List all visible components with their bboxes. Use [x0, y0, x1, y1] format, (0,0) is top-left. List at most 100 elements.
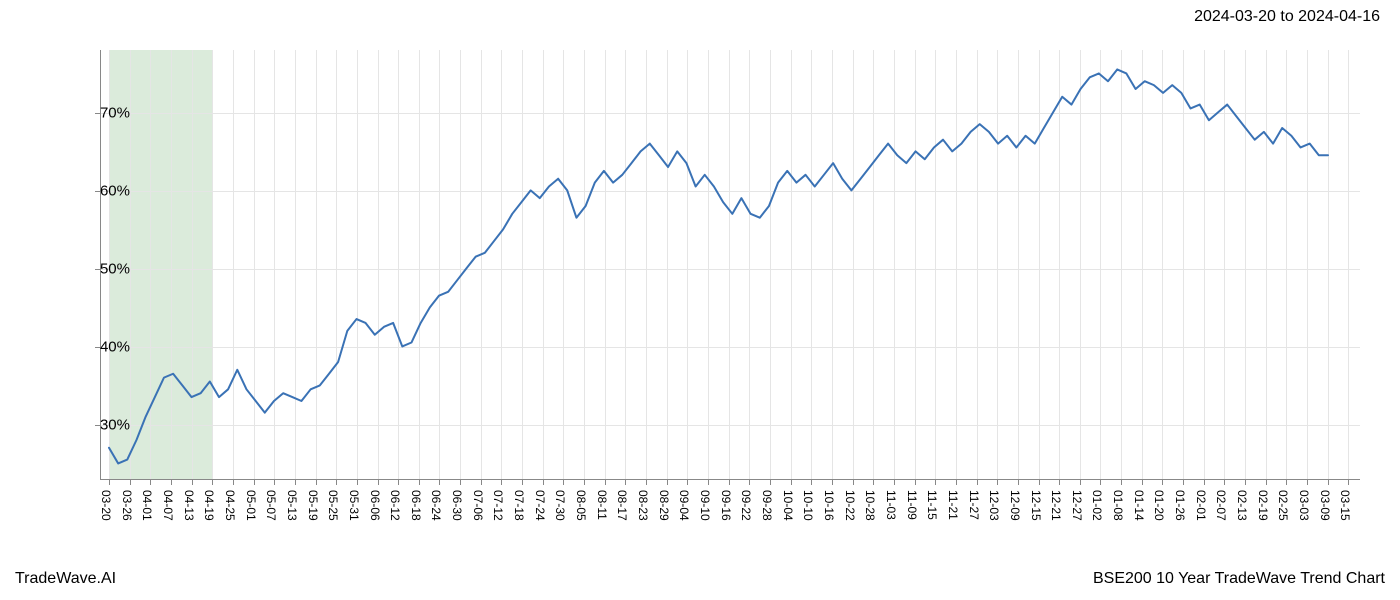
x-tick	[1348, 479, 1349, 485]
x-axis-label: 03-03	[1297, 490, 1311, 521]
x-axis-label: 04-07	[161, 490, 175, 521]
x-axis-label: 11-03	[884, 490, 898, 520]
x-axis-label: 03-26	[120, 490, 134, 521]
x-tick	[501, 479, 502, 485]
x-axis-label: 01-14	[1132, 490, 1146, 521]
x-axis-label: 05-01	[244, 490, 258, 521]
x-tick	[378, 479, 379, 485]
x-axis-label: 12-03	[987, 490, 1001, 521]
x-tick	[1224, 479, 1225, 485]
x-axis-label: 07-12	[491, 490, 505, 521]
x-axis-label: 08-05	[574, 490, 588, 521]
x-axis-label: 05-13	[285, 490, 299, 521]
x-axis-label: 09-22	[739, 490, 753, 521]
x-axis-label: 06-12	[388, 490, 402, 521]
brand-label: TradeWave.AI	[15, 570, 116, 588]
x-tick	[254, 479, 255, 485]
x-axis-label: 07-30	[553, 490, 567, 521]
x-tick	[894, 479, 895, 485]
x-tick	[667, 479, 668, 485]
x-tick	[646, 479, 647, 485]
x-axis-label: 02-25	[1276, 490, 1290, 521]
x-tick	[915, 479, 916, 485]
y-axis-label: 30%	[80, 417, 130, 434]
x-axis-label: 12-27	[1070, 490, 1084, 521]
trend-chart: 03-2003-2604-0104-0704-1304-1904-2505-01…	[100, 50, 1360, 480]
x-tick	[439, 479, 440, 485]
x-tick	[1121, 479, 1122, 485]
y-axis-label: 60%	[80, 182, 130, 199]
x-tick	[295, 479, 296, 485]
x-axis-label: 06-24	[429, 490, 443, 521]
x-axis-label: 07-24	[533, 490, 547, 521]
x-axis-label: 01-08	[1111, 490, 1125, 521]
x-tick	[563, 479, 564, 485]
x-axis-label: 05-07	[264, 490, 278, 521]
x-axis-label: 02-19	[1256, 490, 1270, 521]
x-tick	[1266, 479, 1267, 485]
x-tick	[770, 479, 771, 485]
x-axis-label: 04-13	[182, 490, 196, 521]
y-axis-label: 70%	[80, 104, 130, 121]
x-tick	[935, 479, 936, 485]
x-axis-label: 09-28	[760, 490, 774, 521]
x-tick	[687, 479, 688, 485]
x-tick	[1018, 479, 1019, 485]
chart-title: BSE200 10 Year TradeWave Trend Chart	[1093, 570, 1385, 588]
x-axis-label: 05-19	[306, 490, 320, 521]
x-tick	[336, 479, 337, 485]
x-axis-label: 10-22	[843, 490, 857, 521]
x-tick	[460, 479, 461, 485]
x-tick	[419, 479, 420, 485]
x-tick	[192, 479, 193, 485]
x-axis-label: 10-04	[781, 490, 795, 521]
x-axis-label: 09-16	[719, 490, 733, 521]
x-axis-label: 11-27	[967, 490, 981, 520]
x-axis-label: 08-11	[595, 490, 609, 520]
x-tick	[1245, 479, 1246, 485]
x-tick	[605, 479, 606, 485]
x-tick	[1183, 479, 1184, 485]
x-axis-label: 04-25	[223, 490, 237, 521]
x-tick	[212, 479, 213, 485]
x-axis-label: 02-01	[1194, 490, 1208, 521]
y-axis-label: 40%	[80, 339, 130, 356]
x-tick	[1204, 479, 1205, 485]
x-tick	[316, 479, 317, 485]
x-axis-label: 12-15	[1029, 490, 1043, 521]
x-axis-label: 10-10	[801, 490, 815, 521]
x-axis-label: 03-15	[1338, 490, 1352, 521]
x-tick	[1162, 479, 1163, 485]
x-tick	[1328, 479, 1329, 485]
x-axis-label: 11-15	[925, 490, 939, 520]
x-tick	[584, 479, 585, 485]
x-tick	[109, 479, 110, 485]
x-tick	[274, 479, 275, 485]
x-tick	[130, 479, 131, 485]
x-axis-label: 06-06	[368, 490, 382, 521]
x-axis-label: 08-23	[636, 490, 650, 521]
x-axis-label: 10-16	[822, 490, 836, 521]
x-tick	[233, 479, 234, 485]
x-tick	[791, 479, 792, 485]
x-axis-label: 09-10	[698, 490, 712, 521]
x-tick	[1080, 479, 1081, 485]
x-axis-label: 01-02	[1090, 490, 1104, 521]
x-axis-label: 06-18	[409, 490, 423, 521]
x-tick	[481, 479, 482, 485]
x-axis-label: 01-20	[1152, 490, 1166, 521]
x-axis-label: 11-21	[946, 490, 960, 520]
x-axis-label: 07-18	[512, 490, 526, 521]
x-tick	[811, 479, 812, 485]
y-axis-label: 50%	[80, 260, 130, 277]
date-range-label: 2024-03-20 to 2024-04-16	[1194, 8, 1380, 26]
x-axis-label: 09-04	[677, 490, 691, 521]
x-tick	[832, 479, 833, 485]
x-axis-label: 04-19	[202, 490, 216, 521]
x-axis-label: 02-07	[1214, 490, 1228, 521]
x-axis-label: 07-06	[471, 490, 485, 521]
x-tick	[749, 479, 750, 485]
x-tick	[522, 479, 523, 485]
x-axis-label: 12-21	[1049, 490, 1063, 521]
trend-line	[101, 50, 1360, 479]
